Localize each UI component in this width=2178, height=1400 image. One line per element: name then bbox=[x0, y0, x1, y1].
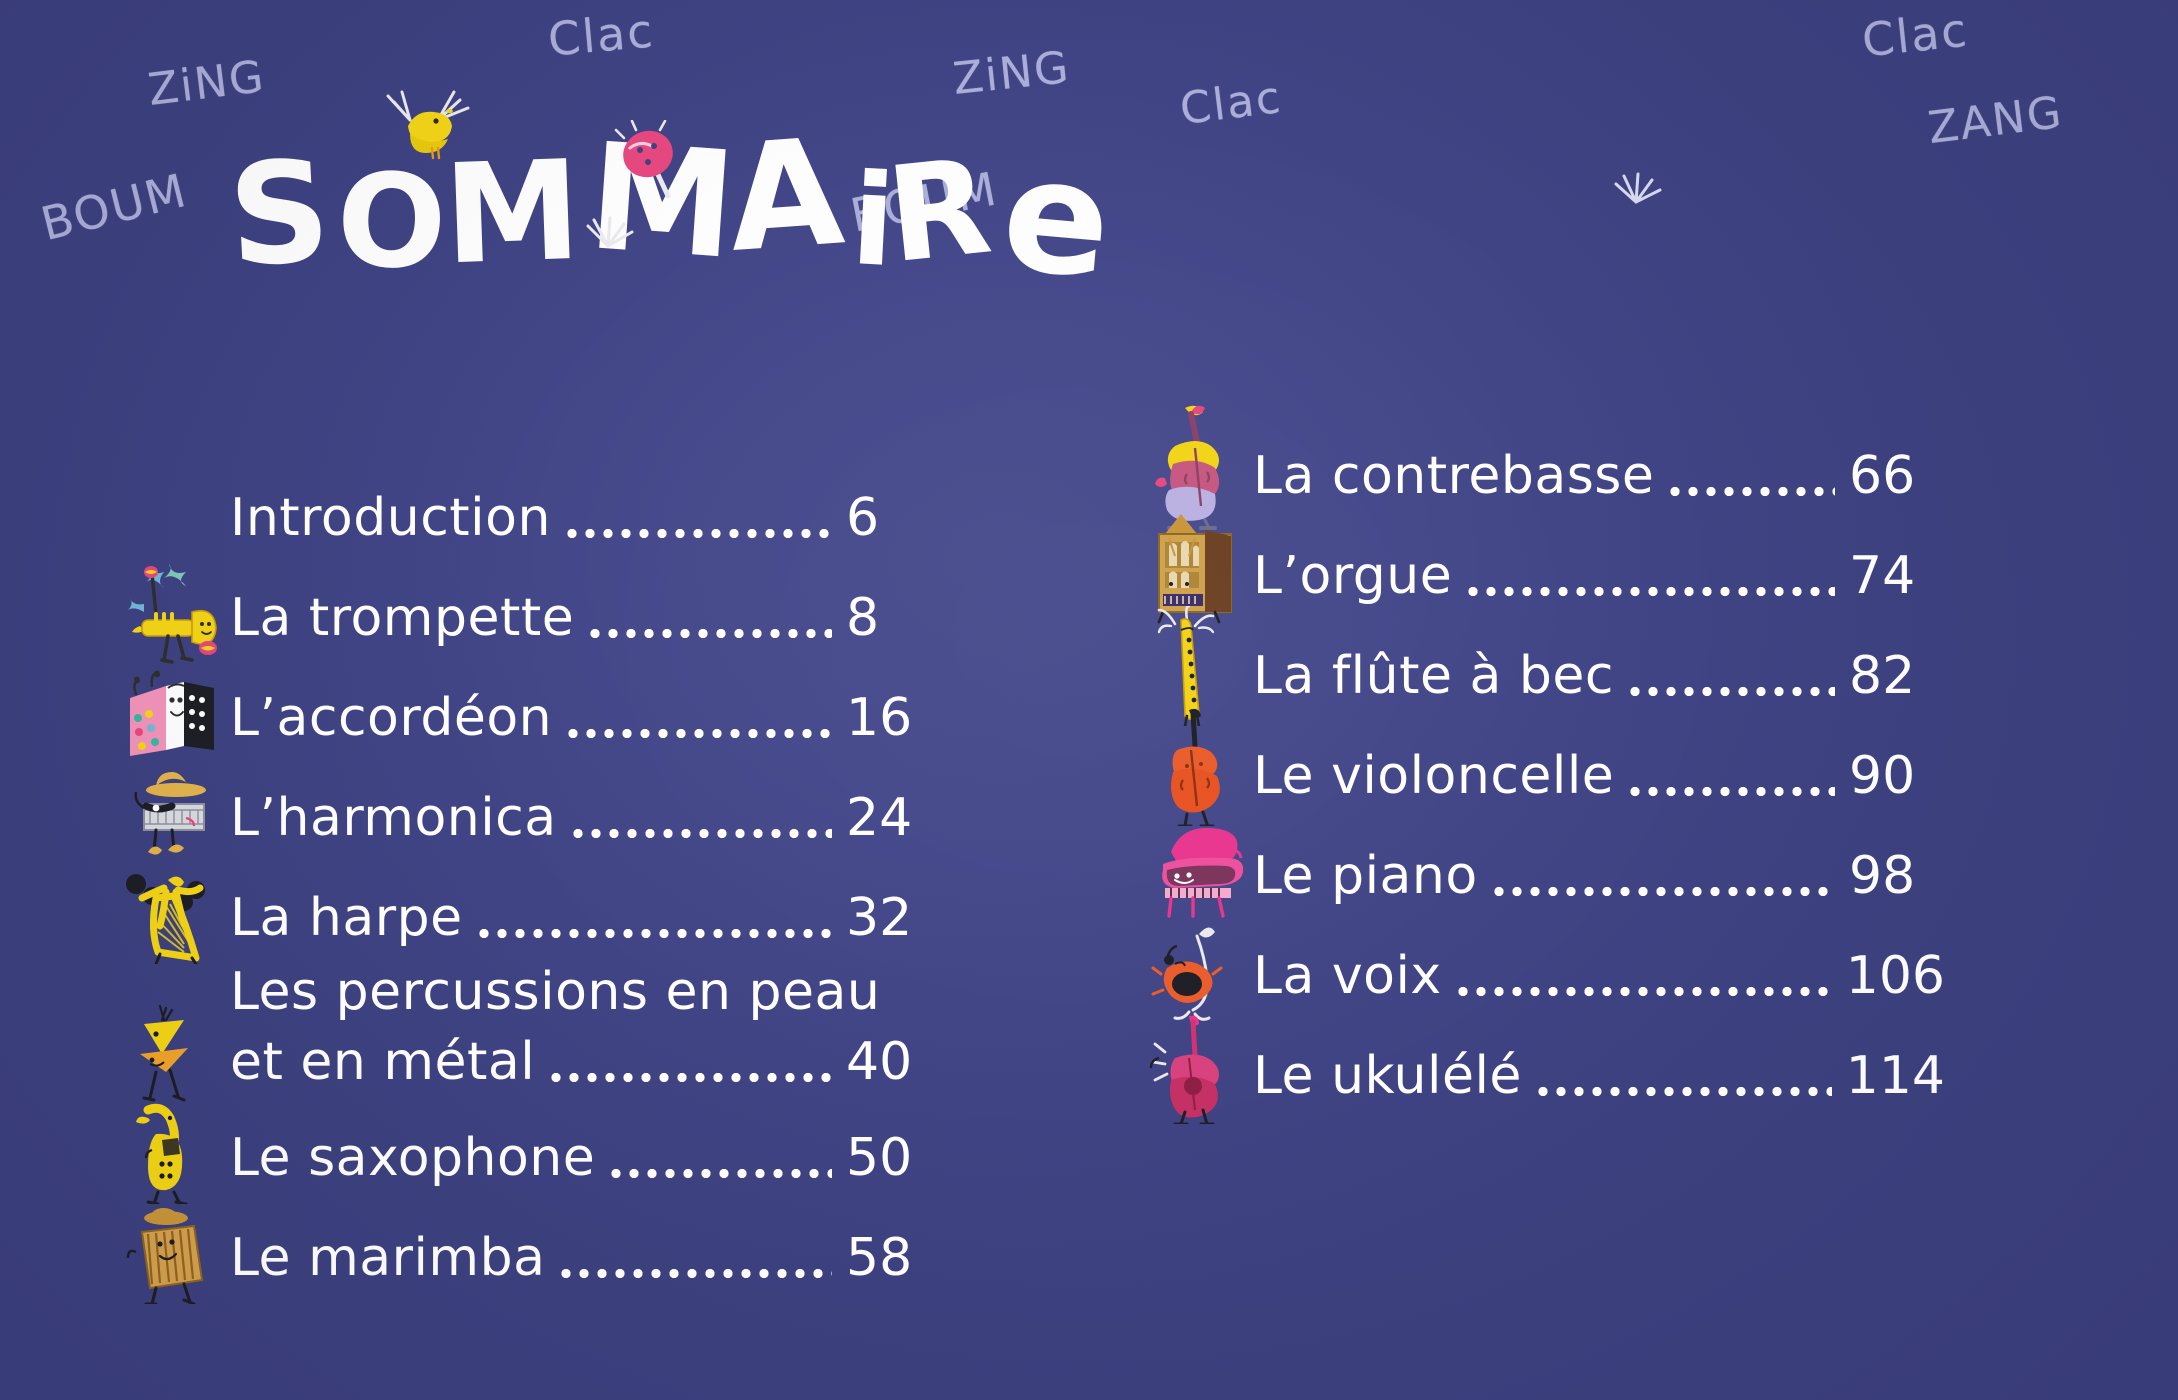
toc-row[interactable]: La contrebasse 66 bbox=[1145, 405, 1945, 530]
toc-row[interactable]: La trompette 8 bbox=[122, 562, 942, 664]
toc-page-number: 114 bbox=[1845, 1046, 1945, 1106]
toc-column-right: La contrebasse 66 bbox=[1145, 405, 1945, 1124]
toc-label-line2: et en métal bbox=[230, 1032, 536, 1092]
sound-effect-text: BOUM bbox=[35, 162, 193, 252]
toc-row[interactable]: Le ukulélé 114 bbox=[1145, 1015, 1945, 1124]
sound-effect-text: Clac bbox=[1177, 71, 1285, 136]
toc-column-left: Introduction 6 bbox=[122, 462, 942, 1304]
sound-effect-text: ZiNG bbox=[950, 42, 1073, 105]
toc-row[interactable]: Le violoncelle 90 bbox=[1145, 708, 1945, 826]
page-title: SOMMAiRe bbox=[224, 106, 1120, 314]
no-icon bbox=[122, 462, 218, 558]
sound-effect-text: Clac bbox=[1859, 2, 1971, 68]
ukulele-icon bbox=[1145, 1015, 1241, 1124]
dot-leader bbox=[1666, 487, 1835, 496]
toc-label: L’orgue bbox=[1253, 546, 1453, 606]
sound-effect-text: Clac bbox=[545, 3, 657, 67]
toc-row[interactable]: L’accordéon 16 bbox=[122, 662, 942, 758]
toc-label: Les percussions en peau bbox=[230, 962, 881, 1022]
toc-page-number: 6 bbox=[846, 488, 880, 548]
toc-label: La contrebasse bbox=[1253, 446, 1655, 506]
toc-page-number: 8 bbox=[846, 588, 880, 648]
dot-leader bbox=[1453, 987, 1832, 996]
toc-row[interactable]: La flûte à bec 82 bbox=[1145, 606, 1945, 726]
toc-label: Le marimba bbox=[230, 1228, 546, 1288]
toc-row[interactable]: Introduction 6 bbox=[122, 462, 942, 558]
dot-leader bbox=[557, 1269, 832, 1278]
toc-page-number: 66 bbox=[1849, 446, 1916, 506]
dot-leader bbox=[564, 729, 832, 738]
dot-leader bbox=[1626, 787, 1835, 796]
piano-icon bbox=[1145, 820, 1244, 918]
toc-label: L’harmonica bbox=[230, 788, 557, 848]
toc-row[interactable]: Le piano 98 bbox=[1145, 818, 1945, 918]
toc-row[interactable]: L’orgue 74 bbox=[1145, 514, 1945, 624]
toc-page-number: 50 bbox=[846, 1128, 913, 1188]
toc-page-number: 106 bbox=[1845, 946, 1945, 1006]
toc-label: Le violoncelle bbox=[1253, 746, 1615, 806]
percussion-icon bbox=[122, 1002, 218, 1102]
recorder-icon bbox=[1145, 606, 1241, 726]
toc-label: La voix bbox=[1253, 946, 1442, 1006]
cello-icon bbox=[1145, 708, 1241, 826]
toc-page-number: 98 bbox=[1849, 846, 1916, 906]
splash-icon bbox=[586, 216, 634, 248]
doublebass-icon bbox=[1145, 405, 1241, 530]
sound-effect-text: ZANG bbox=[1925, 86, 2066, 155]
toc-row[interactable]: L’harmonica 24 bbox=[122, 762, 942, 858]
dot-leader bbox=[1489, 887, 1835, 896]
harp-icon bbox=[122, 862, 218, 964]
toc-page-number: 24 bbox=[846, 788, 913, 848]
dot-leader bbox=[586, 629, 832, 638]
toc-label: La flûte à bec bbox=[1253, 646, 1614, 706]
toc-row[interactable]: Les percussions en peau et en métal 40 bbox=[122, 962, 942, 1102]
voice-icon bbox=[1145, 920, 1241, 1021]
dot-leader bbox=[547, 1073, 832, 1082]
yellow-bird-icon bbox=[386, 90, 470, 160]
maraca-icon bbox=[614, 120, 673, 199]
splash-icon-right bbox=[1614, 172, 1662, 204]
toc-row[interactable]: La harpe 32 bbox=[122, 862, 942, 964]
dot-leader bbox=[607, 1169, 832, 1178]
trumpet-icon bbox=[122, 562, 218, 664]
dot-leader bbox=[562, 529, 832, 538]
dot-leader bbox=[568, 829, 832, 838]
marimba-icon bbox=[122, 1202, 218, 1304]
accordion-icon bbox=[122, 662, 218, 758]
toc-page-number: 40 bbox=[846, 1032, 913, 1092]
toc-label: L’accordéon bbox=[230, 688, 553, 748]
dot-leader bbox=[1464, 587, 1835, 596]
toc-label: Le saxophone bbox=[230, 1128, 596, 1188]
toc-page-number: 82 bbox=[1849, 646, 1916, 706]
dot-leader bbox=[474, 929, 832, 938]
toc-page-number: 16 bbox=[846, 688, 913, 748]
dot-leader bbox=[1625, 687, 1835, 696]
toc-page-number: 32 bbox=[846, 888, 913, 948]
organ-icon bbox=[1145, 514, 1241, 624]
toc-row[interactable]: Le saxophone 50 bbox=[122, 1102, 942, 1204]
toc-label: Le piano bbox=[1253, 846, 1478, 906]
toc-label: Introduction bbox=[230, 488, 551, 548]
toc-label: Le ukulélé bbox=[1253, 1046, 1522, 1106]
toc-label: La harpe bbox=[230, 888, 463, 948]
toc-row[interactable]: Le marimba 58 bbox=[122, 1202, 942, 1304]
toc-row[interactable]: La voix 106 bbox=[1145, 918, 1945, 1021]
toc-page-number: 90 bbox=[1849, 746, 1916, 806]
sound-effect-text: ZiNG bbox=[145, 51, 269, 116]
toc-page-number: 74 bbox=[1849, 546, 1916, 606]
title-block: SOMMAiRe bbox=[224, 90, 1120, 360]
toc-page-number: 58 bbox=[846, 1228, 913, 1288]
saxophone-icon bbox=[122, 1102, 218, 1204]
dot-leader bbox=[1533, 1087, 1832, 1096]
toc-label: La trompette bbox=[230, 588, 575, 648]
harmonica-icon bbox=[122, 762, 218, 858]
